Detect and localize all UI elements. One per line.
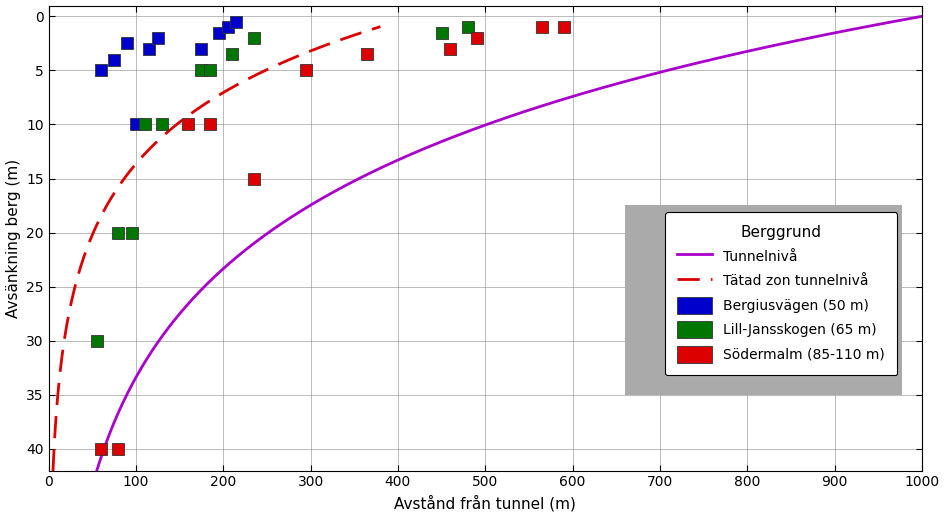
Legend: Tunnelnivå, Tätad zon tunnelnivå, Bergiusvägen (50 m), Lill-Jansskogen (65 m), S: Tunnelnivå, Tätad zon tunnelnivå, Bergiu… <box>665 212 897 375</box>
X-axis label: Avstånd från tunnel (m): Avstånd från tunnel (m) <box>394 495 576 511</box>
Y-axis label: Avsänkning berg (m): Avsänkning berg (m) <box>6 159 21 317</box>
FancyBboxPatch shape <box>624 205 902 395</box>
